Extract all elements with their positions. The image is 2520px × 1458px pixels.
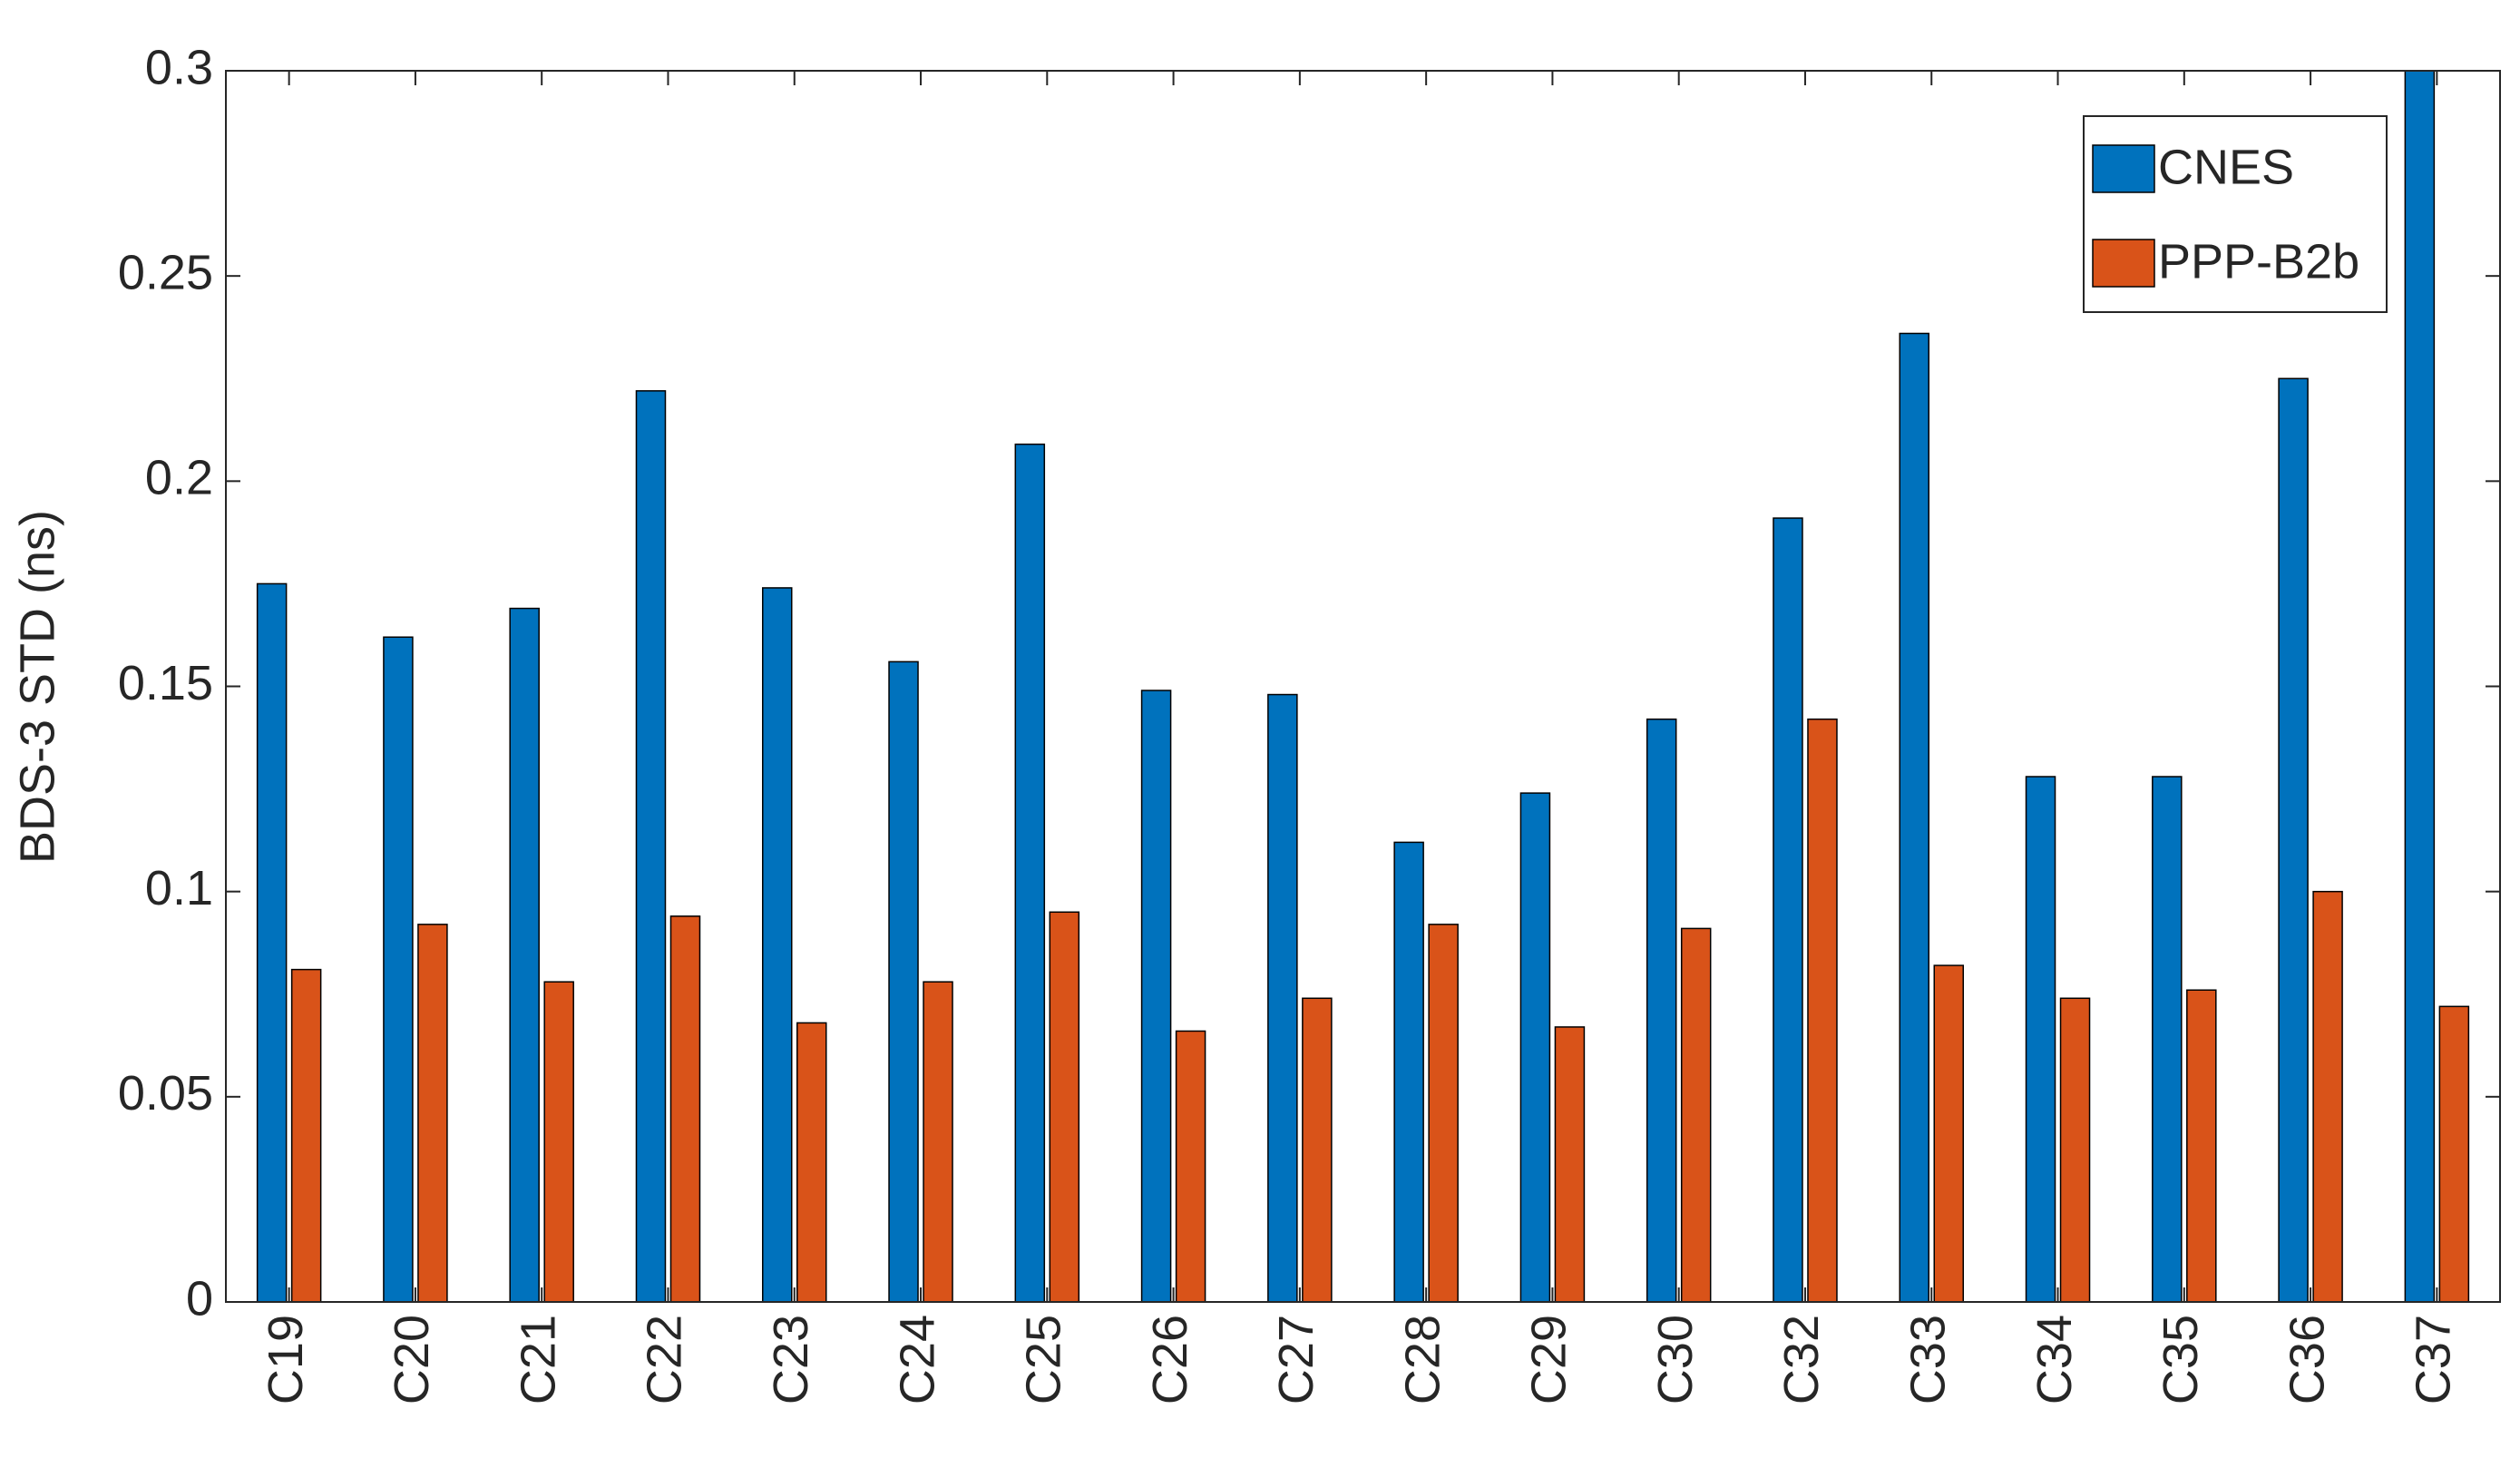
plot-frame xyxy=(225,70,2501,1303)
x-tick-label: C27 xyxy=(1269,1315,1323,1404)
bar xyxy=(1680,927,1712,1303)
bar xyxy=(1393,841,1424,1303)
x-tick-label: C19 xyxy=(259,1315,313,1404)
bar xyxy=(1899,332,1929,1303)
y-tick-label: 0.15 xyxy=(118,656,213,710)
bar xyxy=(256,582,288,1303)
x-tick-label: C34 xyxy=(2027,1315,2082,1404)
bar xyxy=(1554,1026,1586,1303)
bar xyxy=(2438,1005,2470,1303)
x-tick-label: C22 xyxy=(638,1315,692,1404)
bar xyxy=(2312,890,2343,1303)
bar xyxy=(383,636,414,1303)
legend-swatch xyxy=(2092,144,2155,193)
bar xyxy=(2059,997,2091,1303)
legend-label: PPP-B2b xyxy=(2158,234,2359,289)
x-tick-label: C29 xyxy=(1522,1315,1577,1404)
x-tick-label: C21 xyxy=(511,1315,565,1404)
y-tick-label: 0 xyxy=(186,1271,213,1326)
y-tick-label: 0.05 xyxy=(118,1066,213,1120)
bar xyxy=(1140,690,1172,1303)
x-tick-label: C36 xyxy=(2280,1315,2334,1404)
y-axis-label: BDS-3 STD (ns) xyxy=(10,510,64,864)
bar xyxy=(1807,718,1838,1303)
bar xyxy=(543,981,574,1303)
y-tick-label: 0.3 xyxy=(145,40,213,94)
legend-swatch xyxy=(2092,239,2155,288)
bar xyxy=(796,1022,827,1303)
bar xyxy=(2152,776,2183,1303)
bar xyxy=(1302,997,1333,1303)
bar xyxy=(2025,776,2056,1303)
bar xyxy=(888,661,919,1303)
bar xyxy=(635,390,667,1303)
bar xyxy=(1519,792,1551,1303)
x-tick-label: C24 xyxy=(890,1315,944,1404)
bar xyxy=(1428,924,1459,1303)
bar xyxy=(762,587,793,1303)
bar xyxy=(669,915,701,1303)
bar xyxy=(1773,517,1803,1303)
bar xyxy=(1175,1030,1206,1303)
x-tick-label: C35 xyxy=(2154,1315,2208,1404)
bar xyxy=(2278,377,2309,1303)
y-tick-label: 0.2 xyxy=(145,451,213,505)
x-tick-label: C26 xyxy=(1143,1315,1197,1404)
y-tick-label: 0.25 xyxy=(118,245,213,299)
x-tick-label: C32 xyxy=(1774,1315,1829,1404)
bar xyxy=(2404,70,2436,1303)
x-tick-label: C37 xyxy=(2407,1315,2461,1404)
bar xyxy=(1014,443,1046,1303)
x-tick-label: C33 xyxy=(1901,1315,1956,1404)
x-tick-label: C25 xyxy=(1017,1315,1071,1404)
bar xyxy=(1049,911,1080,1303)
bar xyxy=(2186,989,2217,1303)
bar xyxy=(509,607,540,1303)
bar xyxy=(1267,693,1298,1303)
legend-label: CNES xyxy=(2158,140,2294,194)
y-tick-label: 0.1 xyxy=(145,861,213,915)
x-tick-label: C23 xyxy=(764,1315,818,1404)
bar xyxy=(923,981,953,1303)
x-tick-label: C28 xyxy=(1395,1315,1450,1404)
x-tick-label: C20 xyxy=(385,1315,439,1404)
bar xyxy=(1646,718,1677,1303)
bar xyxy=(1933,964,1964,1303)
x-tick-label: C30 xyxy=(1648,1315,1703,1404)
bar xyxy=(290,968,322,1303)
bar xyxy=(417,924,448,1303)
